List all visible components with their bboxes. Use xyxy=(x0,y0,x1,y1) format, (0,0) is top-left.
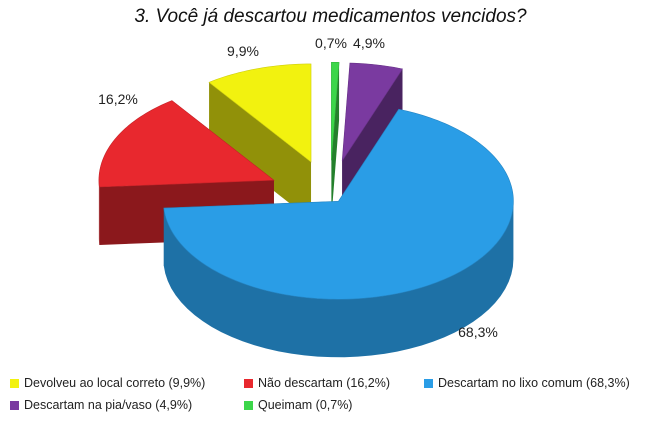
legend-swatch xyxy=(244,400,253,410)
legend-label: Devolveu ao local correto (9,9%) xyxy=(24,376,206,390)
slice-label: 0,7% xyxy=(315,35,347,51)
legend-item-nao-descartam: Não descartam (16,2%) xyxy=(244,376,390,390)
slice-162-top xyxy=(98,100,275,188)
legend-item-queimam: Queimam (0,7%) xyxy=(244,398,352,412)
slice-49-top xyxy=(341,62,403,162)
slice-label: 4,9% xyxy=(353,35,385,51)
legend-swatch xyxy=(10,378,19,388)
slice-07-wall xyxy=(331,62,340,219)
slice-99-wall xyxy=(209,82,312,220)
legend-item-pia-vaso: Descartam na pia/vaso (4,9%) xyxy=(10,398,192,412)
slice-683-side xyxy=(163,201,514,358)
slice-07-top xyxy=(331,61,340,161)
slice-683-top xyxy=(163,108,514,300)
legend-item-devolveu: Devolveu ao local correto (9,9%) xyxy=(10,376,205,390)
slice-label: 16,2% xyxy=(98,91,138,107)
legend-swatch xyxy=(10,400,19,410)
slice-label: 68,3% xyxy=(458,324,498,340)
legend-item-lixo-comum: Descartam no lixo comum (68,3%) xyxy=(424,376,630,390)
chart-title: 3. Você já descartou medicamentos vencid… xyxy=(134,6,527,27)
legend-swatch xyxy=(244,378,253,388)
legend-swatch xyxy=(424,378,433,388)
legend-label: Não descartam (16,2%) xyxy=(258,376,391,390)
legend-label: Queimam (0,7%) xyxy=(258,398,353,412)
slice-99-top xyxy=(208,63,312,163)
legend-label: Descartam na pia/vaso (4,9%) xyxy=(24,398,193,412)
slice-label: 9,9% xyxy=(227,43,259,59)
legend-label: Descartam no lixo comum (68,3%) xyxy=(438,376,630,390)
